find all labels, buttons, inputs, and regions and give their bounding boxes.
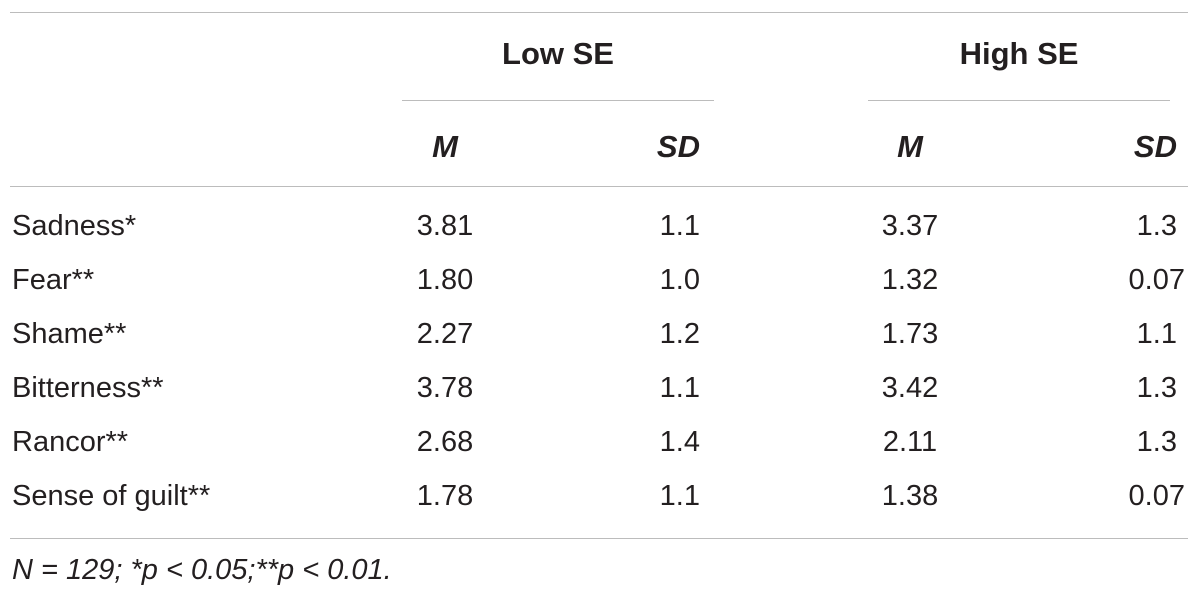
cell-guilt-high-sd: 0.07 — [1128, 480, 1185, 512]
group-header-low-se: Low SE — [502, 36, 614, 71]
row-label-sadness: Sadness* — [12, 210, 137, 242]
cell-shame-low-sd: 1.2 — [659, 318, 700, 350]
table-bottom-rule — [10, 538, 1188, 539]
cell-rancor-low-mean: 2.68 — [416, 426, 474, 458]
cell-fear-low-sd: 1.0 — [659, 264, 700, 296]
table-top-rule — [10, 12, 1188, 13]
cell-sadness-high-mean: 3.37 — [881, 210, 939, 242]
table-footnote: N = 129; *p < 0.05;**p < 0.01. — [12, 554, 392, 586]
cell-bitterness-high-mean: 3.42 — [881, 372, 939, 404]
cell-shame-high-mean: 1.73 — [881, 318, 939, 350]
cell-rancor-high-sd: 1.3 — [1136, 426, 1177, 458]
cell-shame-low-mean: 2.27 — [416, 318, 474, 350]
cell-fear-high-mean: 1.32 — [881, 264, 939, 296]
cell-guilt-low-sd: 1.1 — [659, 480, 700, 512]
cell-sadness-low-mean: 3.81 — [416, 210, 474, 242]
cell-bitterness-low-mean: 3.78 — [416, 372, 474, 404]
low-se-group-rule — [402, 100, 714, 101]
cell-bitterness-low-sd: 1.1 — [659, 372, 700, 404]
subheader-low-se-sd: SD — [656, 129, 700, 164]
cell-rancor-high-mean: 2.11 — [882, 426, 938, 458]
cell-fear-low-mean: 1.80 — [416, 264, 474, 296]
row-label-sense-of-guilt: Sense of guilt** — [12, 480, 211, 512]
high-se-group-rule — [868, 100, 1170, 101]
cell-rancor-low-sd: 1.4 — [659, 426, 700, 458]
row-label-rancor: Rancor** — [12, 426, 129, 458]
cell-bitterness-high-sd: 1.3 — [1136, 372, 1177, 404]
cell-sadness-high-sd: 1.3 — [1136, 210, 1177, 242]
cell-guilt-high-mean: 1.38 — [881, 480, 939, 512]
cell-shame-high-sd: 1.1 — [1136, 318, 1177, 350]
cell-guilt-low-mean: 1.78 — [416, 480, 474, 512]
group-header-high-se: High SE — [959, 36, 1079, 71]
row-label-shame: Shame** — [12, 318, 127, 350]
subheader-high-se-mean: M — [897, 129, 923, 164]
cell-fear-high-sd: 0.07 — [1128, 264, 1185, 296]
cell-sadness-low-sd: 1.1 — [659, 210, 700, 242]
subheader-low-se-mean: M — [432, 129, 458, 164]
row-label-bitterness: Bitterness** — [12, 372, 164, 404]
subheader-high-se-sd: SD — [1133, 129, 1177, 164]
row-label-fear: Fear** — [12, 264, 95, 296]
header-bottom-rule — [10, 186, 1188, 187]
